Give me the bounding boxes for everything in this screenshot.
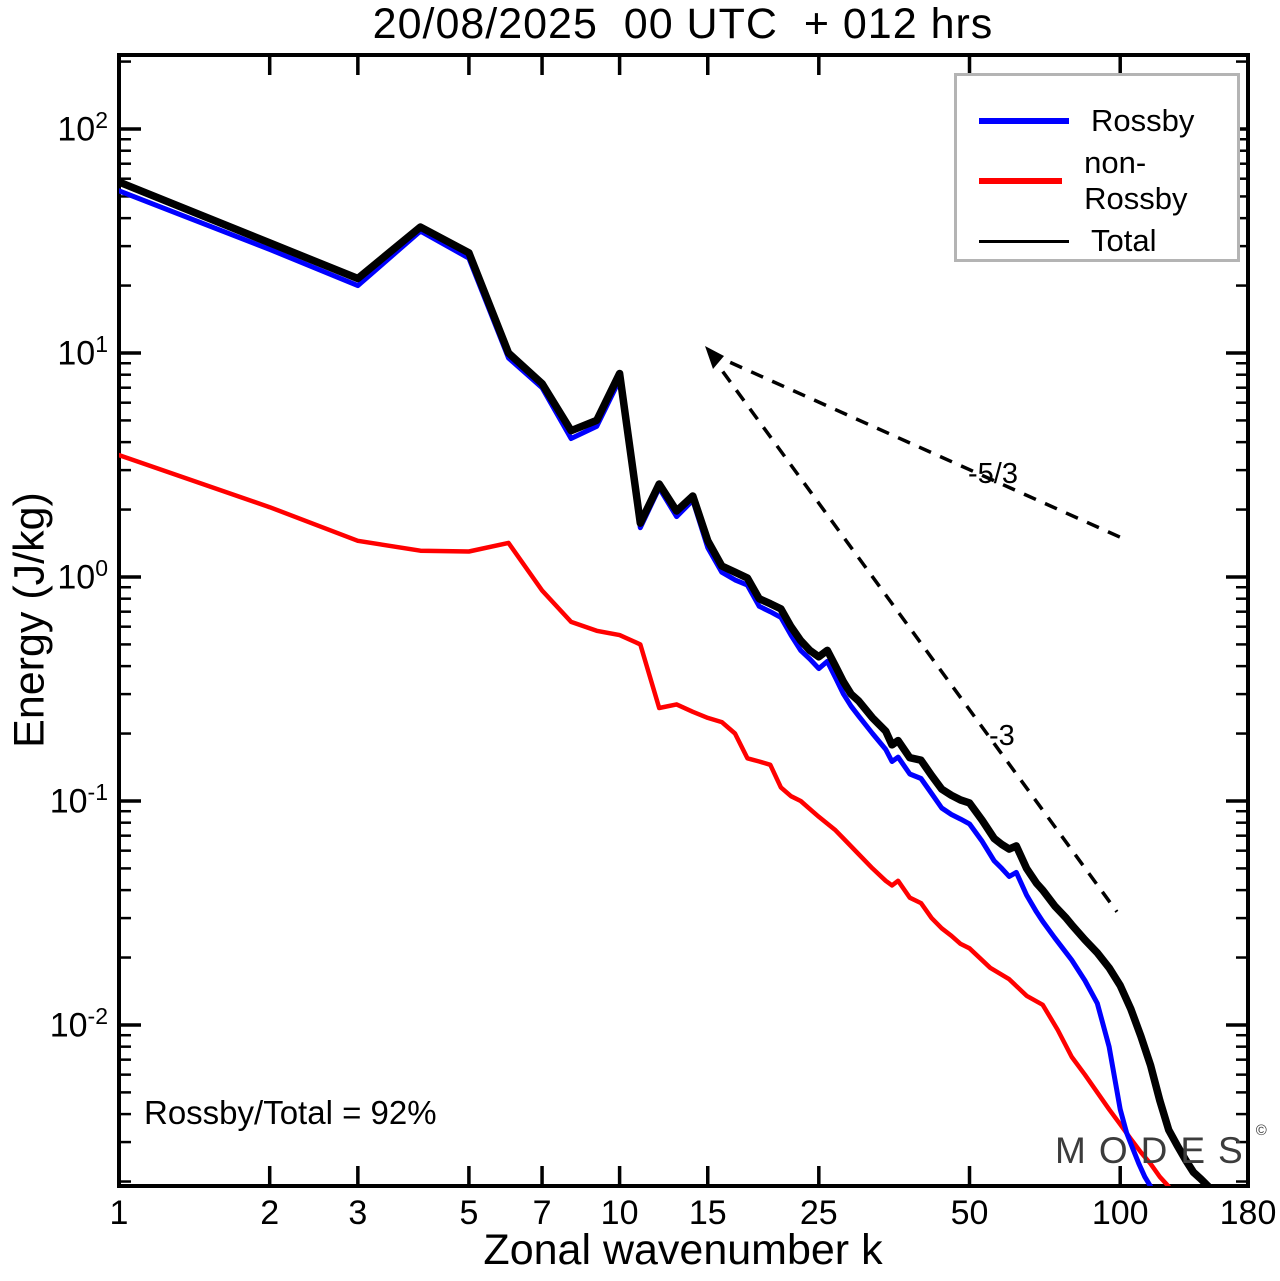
x-tick-label: 1 [109, 1194, 129, 1232]
slope-53-label: -5/3 [968, 458, 1018, 490]
x-tick-label: 2 [260, 1194, 280, 1232]
non-rossby-line-sample [979, 178, 1063, 184]
total-line-sample [979, 239, 1069, 243]
legend-item-rossby: Rossby [957, 103, 1237, 139]
modes-watermark: MODES© [1055, 1122, 1267, 1171]
x-tick-label: 3 [348, 1194, 368, 1232]
slope-3-line [707, 351, 1119, 913]
legend-label: Rossby [1091, 103, 1195, 138]
legend-item-non-rossby: non-Rossby [957, 145, 1237, 216]
legend-label: Total [1091, 223, 1157, 258]
y-tick-label: 100 [57, 554, 108, 597]
x-tick-label: 15 [688, 1194, 727, 1232]
rossby-line-sample [979, 118, 1069, 124]
x-tick-label: 5 [459, 1194, 479, 1232]
plot-frame [117, 53, 1250, 1188]
x-tick-label: 25 [799, 1194, 838, 1232]
y-tick-label: 102 [57, 107, 108, 149]
y-tick-label: 101 [57, 330, 108, 373]
x-tick-label: 180 [1219, 1194, 1277, 1232]
x-axis-label: Zonal wavenumber k [483, 1226, 883, 1274]
reference-vertex-mark [705, 346, 724, 369]
chart-title: 20/08/2025 00 UTC + 012 hrs [372, 0, 994, 48]
legend-item-total: Total [957, 223, 1237, 259]
rossby-curve [119, 188, 1154, 1186]
legend-label: non-Rossby [1084, 145, 1188, 216]
legend-box: Rossby non-Rossby Total [954, 73, 1240, 262]
y-tick-label: 10-2 [49, 1002, 108, 1045]
y-axis-label: Energy (J/kg) [5, 492, 54, 748]
total-curve [119, 178, 1213, 1186]
x-tick-label: 100 [1091, 1194, 1149, 1232]
x-tick-label: 7 [532, 1194, 552, 1232]
non-rossby-curve [119, 452, 1171, 1186]
rossby-total-ratio-annotation: Rossby/Total = 92% [144, 1094, 437, 1131]
slope-5-3-line [708, 351, 1124, 540]
x-tick-label: 50 [950, 1194, 989, 1232]
x-tick-label: 10 [600, 1194, 639, 1232]
copyright-icon: © [1255, 1122, 1267, 1139]
y-tick-label: 10-1 [49, 778, 108, 821]
slope-3-label: -3 [989, 720, 1015, 752]
